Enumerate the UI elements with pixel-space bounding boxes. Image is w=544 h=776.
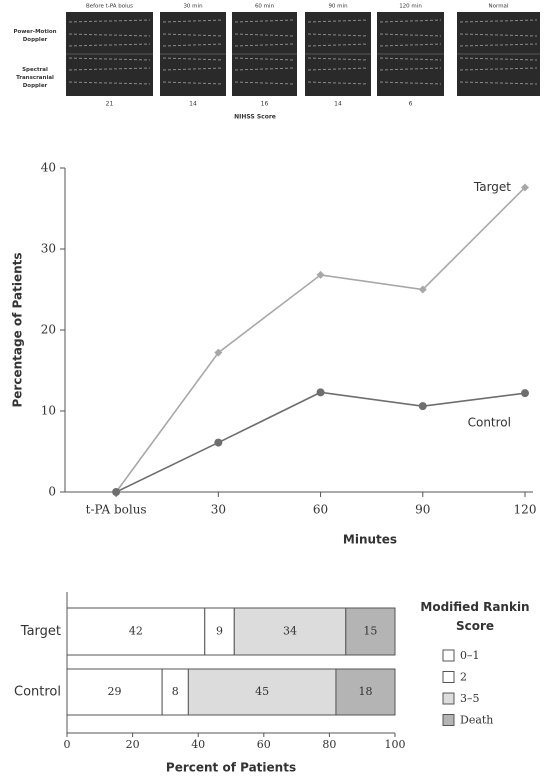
marker: [317, 388, 325, 396]
row-label: Power-Motion Doppler: [4, 28, 66, 44]
x-tick-label: 40: [191, 738, 205, 751]
legend-label: 3–5: [460, 692, 480, 705]
x-tick-label: 100: [385, 738, 406, 751]
y-tick-label: 30: [41, 242, 56, 256]
figure: Before t-PA bolus 30 min 60 min 90 min 120 m…: [0, 0, 544, 776]
bar-value-label: 15: [363, 625, 377, 638]
bar-value-label: 9: [216, 625, 223, 638]
legend-swatch: [443, 715, 454, 726]
y-tick-label: 0: [48, 485, 56, 499]
legend-swatch: [443, 672, 454, 683]
nihss-score: 16: [261, 101, 269, 108]
marker: [521, 389, 529, 397]
x-tick-label: 80: [322, 738, 336, 751]
bar-value-label: 42: [129, 625, 143, 638]
time-label: 90 min: [328, 4, 348, 10]
x-tick-label: 120: [514, 503, 537, 517]
legend-title-box: Modified Rankin Score: [420, 598, 544, 638]
y-tick-label: 20: [41, 323, 56, 337]
legend-label: Death: [460, 714, 493, 727]
legend-label: 2: [460, 671, 467, 684]
legend-swatch: [443, 650, 454, 661]
x-axis-label: Percent of Patients: [166, 761, 296, 775]
time-label: 60 min: [255, 4, 275, 10]
y-tick-label: 40: [41, 161, 56, 175]
nihss-score: 21: [106, 101, 114, 108]
legend-swatch: [443, 693, 454, 704]
time-label: Normal: [489, 4, 509, 10]
nihss-score: 6: [409, 101, 413, 108]
time-label: 30 min: [183, 4, 203, 10]
category-label: Target: [20, 624, 61, 639]
x-tick-label: 90: [415, 503, 430, 517]
y-axis-label: Percentage of Patients: [11, 252, 25, 407]
chart: Before t-PA bolus 30 min 60 min 90 min 120 m…: [0, 0, 544, 776]
x-tick-label: 60: [257, 738, 271, 751]
time-label: 120 min: [399, 4, 422, 10]
nihss-label: NIHSS Score: [234, 114, 276, 121]
x-axis-label: Minutes: [343, 533, 397, 547]
x-tick-label: 30: [211, 503, 226, 517]
x-tick-label: 60: [313, 503, 328, 517]
line: [116, 187, 525, 492]
series-label: Target: [473, 180, 511, 194]
marker: [214, 439, 222, 447]
bar-value-label: 45: [255, 685, 269, 698]
legend-title: Modified Rankin Score: [420, 598, 530, 636]
category-label: Control: [14, 685, 61, 700]
x-tick-label: t-PA bolus: [86, 503, 147, 517]
marker: [112, 488, 120, 496]
nihss-score: 14: [334, 101, 342, 108]
bar-value-label: 18: [358, 685, 372, 698]
row-label: Spectral Transcranial Doppler: [4, 66, 66, 90]
x-tick-label: 20: [126, 738, 140, 751]
bar-value-label: 34: [283, 625, 297, 638]
nihss-score: 14: [189, 101, 197, 108]
marker: [419, 402, 427, 410]
time-label: Before t-PA bolus: [86, 4, 133, 10]
bar-value-label: 8: [172, 685, 179, 698]
bar-value-label: 29: [108, 685, 122, 698]
x-tick-label: 0: [64, 738, 71, 751]
y-tick-label: 10: [41, 404, 56, 418]
legend-label: 0–1: [460, 649, 480, 662]
series-label: Control: [468, 416, 511, 430]
